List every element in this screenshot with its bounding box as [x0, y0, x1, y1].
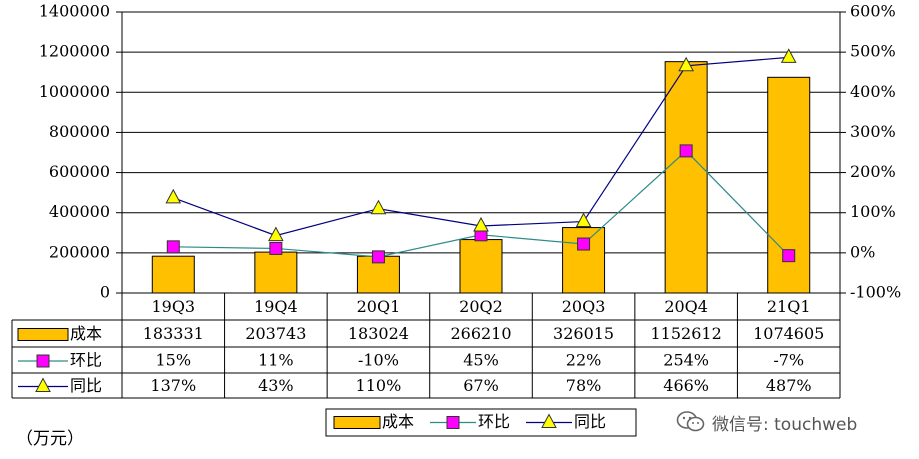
category-label: 19Q4 — [254, 297, 298, 316]
category-label: 20Q3 — [562, 297, 606, 316]
legend-label-cost: 成本 — [382, 412, 414, 431]
y-right-tick-label: 200% — [850, 162, 896, 181]
legend-key-yoy-marker — [541, 413, 557, 428]
yoy-cell: 466% — [663, 376, 709, 395]
mom-cell: 11% — [258, 351, 294, 370]
mom-marker-19Q4 — [269, 241, 283, 255]
legend: 成本 环比 同比 — [325, 408, 637, 437]
mom-cell: 15% — [156, 351, 192, 370]
cost-cell: 1152612 — [651, 324, 722, 343]
yoy-cell: 110% — [356, 376, 402, 395]
line-series — [165, 48, 797, 264]
cost-cell: 183024 — [348, 324, 409, 343]
mom-cell: 254% — [663, 351, 709, 370]
category-label: 19Q3 — [151, 297, 195, 316]
category-label: 20Q1 — [357, 297, 401, 316]
bar-19Q4 — [254, 251, 298, 294]
y-right-tick-label: 300% — [850, 122, 896, 141]
table-key-yoy-marker — [35, 377, 51, 392]
wechat-icon — [676, 411, 705, 432]
plot-frame — [121, 11, 841, 294]
watermark: 微信号: touchweb — [676, 409, 857, 435]
cost-cell: 266210 — [450, 324, 511, 343]
legend-label-yoy: 同比 — [574, 412, 606, 431]
bar-20Q2 — [459, 239, 503, 294]
y-right-tick-label: -100% — [850, 283, 901, 302]
yoy-cell: 137% — [150, 376, 196, 395]
y-left-tick-label: 0 — [100, 283, 110, 302]
legend-key-cost — [333, 416, 381, 429]
data-table: 19Q3 19Q4 20Q1 20Q2 20Q3 20Q4 21Q1 183331 203743… — [11, 293, 841, 399]
yoy-marker-20Q2 — [473, 216, 489, 232]
yoy-cell: 43% — [258, 376, 294, 395]
cost-cell: 203743 — [245, 324, 306, 343]
y-right-tick-label: 500% — [850, 42, 896, 61]
table-header-cost: 成本 — [70, 324, 102, 343]
y-right-tick-label: 100% — [850, 202, 896, 221]
bar-20Q3 — [562, 227, 606, 294]
mom-cell: -10% — [358, 351, 399, 370]
yoy-cell: 67% — [463, 376, 499, 395]
yoy-marker-19Q3 — [165, 188, 182, 204]
y-right-tick-label: 400% — [850, 82, 896, 101]
y-left-tick-label: 200000 — [49, 242, 110, 261]
category-label: 21Q1 — [767, 297, 811, 316]
mom-marker-20Q1 — [371, 250, 385, 264]
bar-series-cost — [151, 61, 811, 294]
yoy-marker-19Q4 — [268, 226, 284, 242]
mom-marker-20Q4 — [679, 144, 693, 158]
yoy-cell: 78% — [566, 376, 602, 395]
category-label: 20Q2 — [459, 297, 503, 316]
table-header-mom: 环比 — [70, 351, 102, 370]
y-left-tick-label: 400000 — [49, 202, 110, 221]
y-axis-left: 0 200000 400000 600000 800000 1000000 1200000 1… — [39, 2, 122, 302]
mom-cell: -7% — [773, 351, 804, 370]
y-left-tick-label: 1200000 — [39, 42, 110, 61]
cost-cell: 183331 — [143, 324, 204, 343]
mom-cell: 22% — [566, 351, 602, 370]
y-left-tick-label: 1400000 — [39, 2, 110, 21]
watermark-text: 微信号: touchweb — [712, 414, 858, 435]
legend-key-mom-marker — [446, 416, 460, 429]
yoy-marker-20Q4 — [678, 56, 694, 72]
unit-label: （万元） — [16, 429, 84, 449]
y-right-tick-label: 0% — [850, 242, 875, 261]
yoy-marker-21Q1 — [780, 48, 797, 63]
bar-19Q3 — [151, 255, 195, 294]
yoy-cell: 487% — [766, 376, 812, 395]
mom-cell: 45% — [463, 351, 499, 370]
table-header-yoy: 同比 — [70, 376, 102, 395]
cost-cell: 1074605 — [753, 324, 824, 343]
y-axis-right: -100% 0% 100% 200% 300% 400% 500% 600% — [840, 2, 901, 302]
y-left-tick-label: 1000000 — [39, 82, 110, 101]
cost-cell: 326015 — [553, 324, 614, 343]
table-key-cost — [17, 328, 69, 341]
category-label: 20Q4 — [664, 297, 708, 316]
y-left-tick-label: 600000 — [49, 162, 110, 181]
yoy-marker-20Q1 — [370, 199, 387, 215]
mom-marker-20Q3 — [577, 237, 591, 251]
mom-marker-19Q3 — [166, 240, 180, 254]
table-key-mom-marker — [36, 354, 50, 368]
plot-border — [121, 11, 841, 294]
grid-lines — [122, 11, 840, 254]
mom-marker-21Q1 — [782, 249, 796, 263]
legend-label-mom: 环比 — [478, 412, 510, 431]
bar-20Q4 — [664, 61, 708, 294]
y-left-tick-label: 800000 — [49, 122, 110, 141]
y-right-tick-label: 600% — [850, 2, 896, 21]
yoy-marker-20Q3 — [575, 212, 592, 228]
